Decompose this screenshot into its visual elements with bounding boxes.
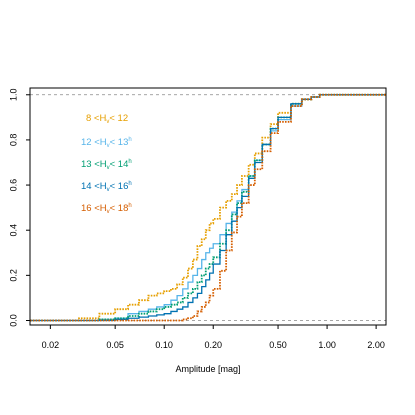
y-tick-label-5: 1.0 (8, 89, 18, 102)
x-tick-label-1: 0.05 (106, 340, 124, 350)
legend-entry-4: 16 <Hv< 18h (81, 203, 132, 215)
y-tick-label-2: 0.4 (8, 224, 18, 237)
series-line-2 (30, 93, 386, 322)
x-tick-label-0: 0.02 (42, 340, 60, 350)
legend: 8 <Hv< 12 12 <Hv< 13h 13 <Hv< 14h 14 <Hv< 1… (81, 113, 132, 215)
x-tick-label-5: 1.00 (318, 340, 336, 350)
y-tick-label-4: 0.8 (8, 134, 18, 147)
plot-frame (29, 87, 387, 326)
y-axis: 0.0 0.2 0.4 0.6 0.8 1.0 (8, 89, 30, 327)
x-tick-label-6: 2.00 (367, 340, 385, 350)
series-line-4 (30, 93, 386, 322)
x-tick-label-3: 0.20 (204, 340, 222, 350)
x-axis: 0.02 0.05 0.10 0.20 0.50 1.00 2.00 (42, 325, 385, 350)
x-axis-label: Amplitude [mag] (175, 364, 240, 374)
y-tick-label-1: 0.2 (8, 269, 18, 282)
series-layer (30, 93, 386, 322)
legend-entry-2: 13 <Hv< 14h (81, 159, 132, 171)
legend-entry-0: 8 <Hv< 12 (86, 113, 128, 125)
x-tick-label-2: 0.10 (155, 340, 173, 350)
series-line-1 (30, 94, 386, 322)
series-line-0 (30, 93, 386, 322)
y-tick-label-0: 0.0 (8, 314, 18, 327)
legend-entry-1: 12 <Hv< 13h (81, 137, 132, 149)
legend-entry-3: 14 <Hv< 16h (81, 181, 132, 193)
x-tick-label-4: 0.50 (269, 340, 287, 350)
series-line-3 (30, 94, 386, 322)
y-tick-label-3: 0.6 (8, 179, 18, 192)
